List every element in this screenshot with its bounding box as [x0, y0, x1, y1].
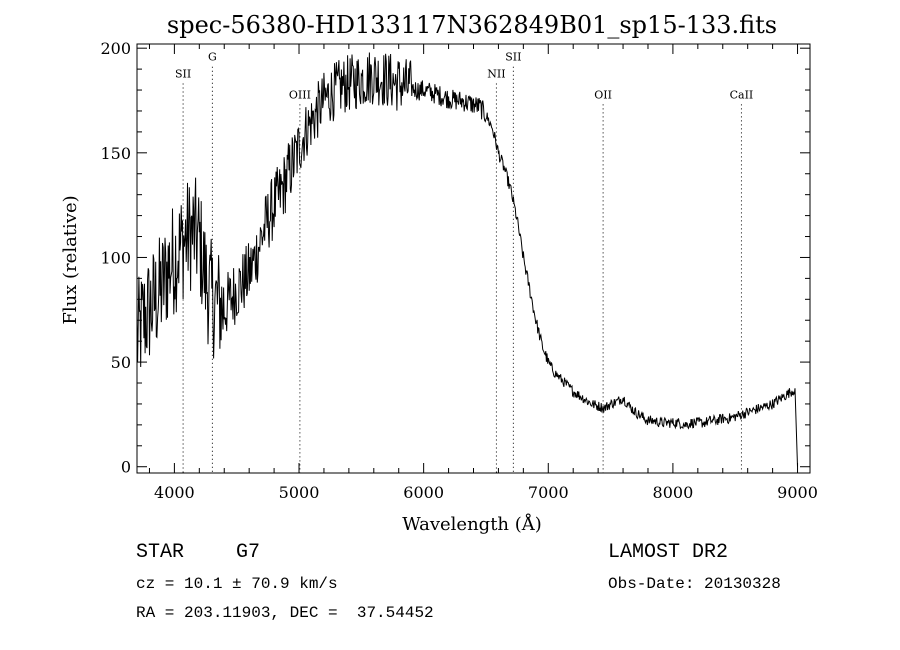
spectrum-line: [136, 52, 798, 467]
spectral-line-label: OIII: [289, 88, 311, 101]
y-tick-label: 150: [100, 144, 131, 163]
y-tick-label: 100: [100, 248, 131, 267]
spectral-line-label: NII: [487, 67, 505, 80]
survey-name: LAMOST DR2: [608, 541, 729, 564]
spectrum-series: [136, 52, 798, 467]
spectral-line-label: SII: [175, 67, 191, 80]
y-axis-label: Flux (relative): [60, 195, 81, 324]
spectral-line-label: SII: [505, 51, 521, 64]
spectral-line-label: CaII: [730, 88, 754, 101]
redshift-velocity: cz = 10.1 ± 70.9 km/s: [136, 575, 338, 593]
x-tick-label: 5000: [279, 483, 320, 502]
observation-date: Obs-Date: 20130328: [608, 575, 781, 593]
y-tick-label: 200: [100, 39, 131, 58]
chart-title: spec-56380-HD133117N362849B01_sp15-133.f…: [167, 11, 777, 39]
spectral-subclass: G7: [236, 541, 261, 564]
x-tick-label: 6000: [403, 483, 444, 502]
x-tick-label: 9000: [777, 483, 818, 502]
object-type: STAR: [136, 541, 185, 564]
x-tick-label: 7000: [528, 483, 569, 502]
ra-dec-coordinates: RA = 203.11903, DEC = 37.54452: [136, 604, 434, 622]
x-tick-label: 8000: [653, 483, 694, 502]
x-tick-label: 4000: [154, 483, 195, 502]
x-axis-label: Wavelength (Å): [402, 513, 542, 535]
spectral-line-label: G: [208, 51, 217, 64]
y-tick-label: 0: [121, 458, 131, 477]
spectral-line-label: OII: [594, 88, 612, 101]
plot-axes: 4000 5000 6000 7000 8000 9000 0 50 100 150 200: [100, 39, 817, 502]
y-tick-label: 50: [111, 353, 131, 372]
